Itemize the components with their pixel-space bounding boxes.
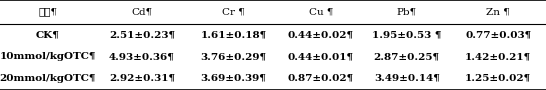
Text: 4.93±0.36¶: 4.93±0.36¶ xyxy=(109,52,175,61)
Text: 1.25±0.02¶: 1.25±0.02¶ xyxy=(465,74,531,83)
Text: 3.76±0.29¶: 3.76±0.29¶ xyxy=(200,52,266,61)
Text: 2.92±0.31¶: 2.92±0.31¶ xyxy=(109,74,175,83)
Text: 1.61±0.18¶: 1.61±0.18¶ xyxy=(200,31,266,40)
Text: Pb¶: Pb¶ xyxy=(397,8,417,17)
Text: 3.49±0.14¶: 3.49±0.14¶ xyxy=(374,74,440,83)
Text: Cd¶: Cd¶ xyxy=(132,8,152,17)
Text: Cu ¶: Cu ¶ xyxy=(308,8,333,17)
Text: 2.87±0.25¶: 2.87±0.25¶ xyxy=(373,52,440,61)
Text: 处理¶: 处理¶ xyxy=(38,8,57,17)
Text: Zn ¶: Zn ¶ xyxy=(486,8,510,17)
Text: 1.42±0.21¶: 1.42±0.21¶ xyxy=(465,52,531,61)
Text: 10mmol/kgOTC¶: 10mmol/kgOTC¶ xyxy=(0,52,96,61)
Text: CK¶: CK¶ xyxy=(36,31,60,40)
Text: 3.69±0.39¶: 3.69±0.39¶ xyxy=(200,74,266,83)
Text: Cr ¶: Cr ¶ xyxy=(222,8,245,17)
Text: 2.51±0.23¶: 2.51±0.23¶ xyxy=(109,31,175,40)
Text: 20mmol/kgOTC¶: 20mmol/kgOTC¶ xyxy=(0,74,96,83)
Text: 0.44±0.02¶: 0.44±0.02¶ xyxy=(288,31,354,40)
Text: 0.77±0.03¶: 0.77±0.03¶ xyxy=(465,31,531,40)
Text: 0.44±0.01¶: 0.44±0.01¶ xyxy=(288,52,354,61)
Text: 1.95±0.53 ¶: 1.95±0.53 ¶ xyxy=(372,31,442,40)
Text: 0.87±0.02¶: 0.87±0.02¶ xyxy=(288,74,354,83)
